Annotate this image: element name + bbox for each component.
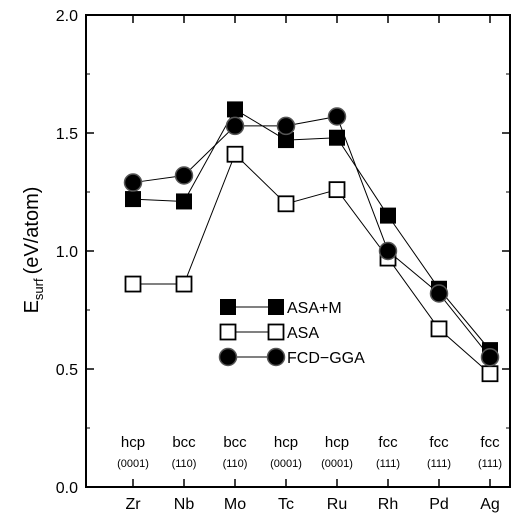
x-tick-label-nb: Nb [174,496,195,513]
y-axis-title: Esurf (eV/atom) [21,187,46,314]
legend-marker [219,323,237,341]
series-2-point [429,284,449,303]
axes: 0.0 0.5 1.0 1.5 2.0 Zr Nb Mo Tc Ru Rh Pd Ag [56,8,511,513]
y-axis-subscript: surf [31,278,46,300]
series-2-point [276,116,296,136]
x-tick-label-ru: Ru [327,496,347,513]
series-2-point [123,173,143,192]
legend-entry-0: ASA+M [220,299,342,317]
series-0-point [227,101,243,118]
face-label: (0001) [270,458,302,470]
legend-label: FCD−GGA [287,350,365,367]
legend-entry-2: FCD−GGA [218,347,365,367]
structure-annotations: hcp (0001) bcc (110) bcc (110) hcp (0001) hcp (00… [117,434,502,470]
series-0-point [329,129,345,146]
legend-marker [268,299,284,315]
series-2-point [174,166,194,185]
y-tick-label: 0.5 [56,362,78,379]
series-1-point [124,275,142,293]
structure-label: fcc [378,434,398,451]
series-line-1 [133,153,491,375]
series-0-point [380,207,396,224]
structure-label: bcc [223,434,247,451]
series-layer [123,101,500,383]
plot-frame [85,14,511,488]
structure-label: fcc [480,434,500,451]
series-1-point [175,275,193,293]
face-label: (111) [376,458,400,470]
series-line-0 [132,108,491,351]
face-label: (111) [427,458,451,470]
series-1-point [481,365,499,383]
structure-label: fcc [429,434,449,451]
x-tick-label-rh: Rh [378,496,398,513]
y-tick-label: 2.0 [56,8,78,25]
series-2-point [378,241,398,261]
legend-marker [267,323,285,341]
x-tick-label-tc: Tc [278,496,294,513]
face-label: (111) [478,458,502,470]
series-line-2 [132,115,491,358]
y-axis-label: Esurf (eV/atom) [21,187,46,314]
series-0 [125,101,498,359]
x-tick-label-pd: Pd [429,496,449,513]
series-0-point [176,193,192,210]
series-2-point [225,116,245,136]
legend-marker [220,299,236,315]
y-axis-symbol: E [21,300,43,313]
x-tick-label-ag: Ag [480,496,500,513]
legend-label: ASA [287,325,319,342]
series-1 [124,145,499,383]
legend: ASA+M ASA FCD−GGA [218,299,365,367]
series-1-point [277,195,295,213]
legend-entry-1: ASA [219,323,319,342]
x-tick-label-mo: Mo [224,496,246,513]
y-tick-label: 1.5 [56,126,78,143]
series-1-point [226,145,244,163]
structure-label: hcp [121,434,145,451]
series-2-point [480,347,500,367]
x-tick-label-zr: Zr [125,496,141,513]
y-axis-unit: (eV/atom) [21,187,43,275]
structure-label: hcp [325,434,349,451]
legend-marker [218,347,238,367]
series-1-point [430,320,448,338]
legend-marker [266,347,286,367]
series-2-point [327,107,347,126]
face-label: (0001) [321,458,353,470]
face-label: (0001) [117,458,149,470]
face-label: (110) [172,458,197,470]
y-tick-label: 1.0 [56,244,78,261]
series-1-point [328,181,346,199]
y-tick-label: 0.0 [56,480,78,497]
series-0-point [125,191,141,208]
structure-label: hcp [274,434,298,451]
legend-label: ASA+M [287,300,342,317]
structure-label: bcc [172,434,196,451]
series-2 [123,107,500,367]
face-label: (110) [223,458,248,470]
